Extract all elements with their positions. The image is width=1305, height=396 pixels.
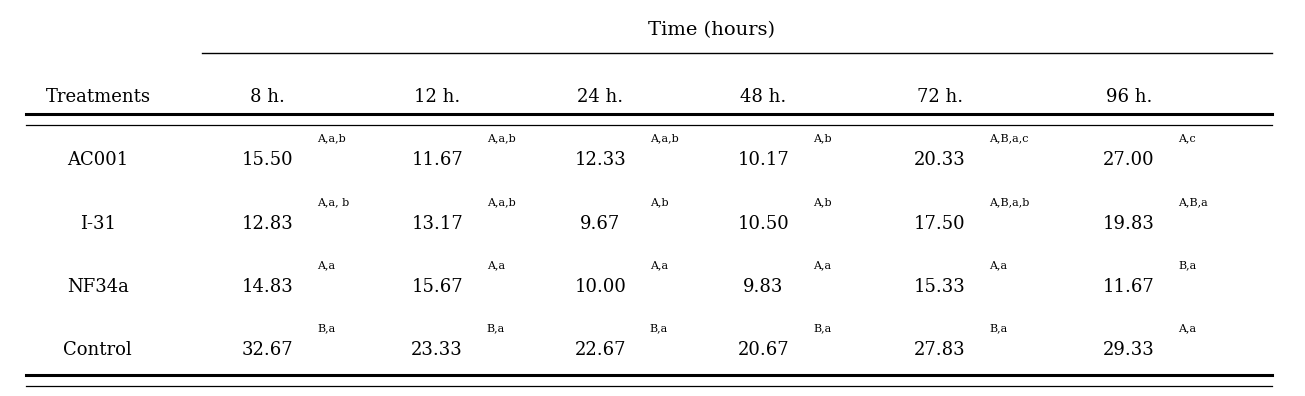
Text: 27.83: 27.83 xyxy=(913,341,966,360)
Text: 9.67: 9.67 xyxy=(581,215,620,233)
Text: B,a: B,a xyxy=(317,324,335,334)
Text: Time (hours): Time (hours) xyxy=(647,21,775,39)
Text: 14.83: 14.83 xyxy=(241,278,294,296)
Text: A,a: A,a xyxy=(650,260,668,270)
Text: 27.00: 27.00 xyxy=(1103,151,1155,169)
Text: 8 h.: 8 h. xyxy=(251,88,284,106)
Text: 96 h.: 96 h. xyxy=(1105,88,1152,106)
Text: 12.83: 12.83 xyxy=(241,215,294,233)
Text: A,a,b: A,a,b xyxy=(487,197,515,207)
Text: B,a: B,a xyxy=(1178,260,1197,270)
Text: Control: Control xyxy=(64,341,132,360)
Text: 32.67: 32.67 xyxy=(241,341,294,360)
Text: B,a: B,a xyxy=(813,324,831,334)
Text: A,a,b: A,a,b xyxy=(650,133,679,144)
Text: 9.83: 9.83 xyxy=(744,278,783,296)
Text: 15.33: 15.33 xyxy=(913,278,966,296)
Text: A,a: A,a xyxy=(1178,324,1197,334)
Text: 11.67: 11.67 xyxy=(411,151,463,169)
Text: A,a, b: A,a, b xyxy=(317,197,350,207)
Text: A,a,b: A,a,b xyxy=(487,133,515,144)
Text: A,a,b: A,a,b xyxy=(317,133,346,144)
Text: A,b: A,b xyxy=(650,197,668,207)
Text: 15.50: 15.50 xyxy=(241,151,294,169)
Text: A,a: A,a xyxy=(487,260,505,270)
Text: 48 h.: 48 h. xyxy=(740,88,787,106)
Text: 10.50: 10.50 xyxy=(737,215,790,233)
Text: 10.17: 10.17 xyxy=(737,151,790,169)
Text: NF34a: NF34a xyxy=(67,278,129,296)
Text: AC001: AC001 xyxy=(68,151,128,169)
Text: A,c: A,c xyxy=(1178,133,1197,144)
Text: 11.67: 11.67 xyxy=(1103,278,1155,296)
Text: 12.33: 12.33 xyxy=(574,151,626,169)
Text: 12 h.: 12 h. xyxy=(414,88,461,106)
Text: B,a: B,a xyxy=(650,324,668,334)
Text: 19.83: 19.83 xyxy=(1103,215,1155,233)
Text: B,a: B,a xyxy=(989,324,1007,334)
Text: A,B,a,b: A,B,a,b xyxy=(989,197,1030,207)
Text: A,b: A,b xyxy=(813,197,831,207)
Text: A,a: A,a xyxy=(813,260,831,270)
Text: 23.33: 23.33 xyxy=(411,341,463,360)
Text: 24 h.: 24 h. xyxy=(577,88,624,106)
Text: 15.67: 15.67 xyxy=(411,278,463,296)
Text: 72 h.: 72 h. xyxy=(916,88,963,106)
Text: 22.67: 22.67 xyxy=(574,341,626,360)
Text: Treatments: Treatments xyxy=(46,88,150,106)
Text: A,B,a: A,B,a xyxy=(1178,197,1208,207)
Text: 29.33: 29.33 xyxy=(1103,341,1155,360)
Text: 20.33: 20.33 xyxy=(913,151,966,169)
Text: 20.67: 20.67 xyxy=(737,341,790,360)
Text: A,b: A,b xyxy=(813,133,831,144)
Text: 17.50: 17.50 xyxy=(913,215,966,233)
Text: B,a: B,a xyxy=(487,324,505,334)
Text: A,a: A,a xyxy=(989,260,1007,270)
Text: A,B,a,c: A,B,a,c xyxy=(989,133,1028,144)
Text: 13.17: 13.17 xyxy=(411,215,463,233)
Text: I-31: I-31 xyxy=(80,215,116,233)
Text: 10.00: 10.00 xyxy=(574,278,626,296)
Text: A,a: A,a xyxy=(317,260,335,270)
